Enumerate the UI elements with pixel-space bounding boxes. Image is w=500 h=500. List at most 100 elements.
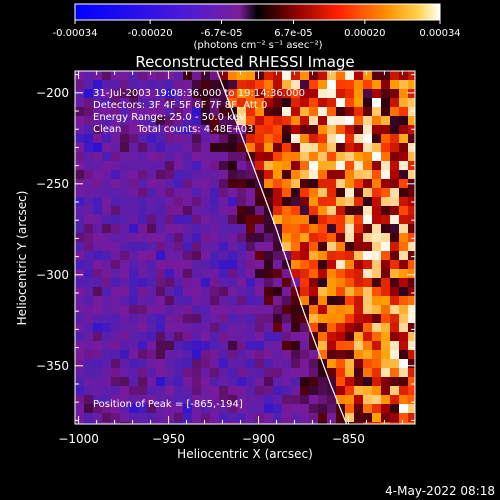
heatmap-cell [255,242,265,252]
heatmap-cell [390,80,400,90]
heatmap-cell [291,377,301,387]
heatmap-cell [381,233,391,243]
heatmap-cell [120,305,130,315]
heatmap-cell [93,206,103,216]
heatmap-cell [111,116,121,126]
heatmap-cell [318,368,328,378]
annotation-energy: Energy Range: 25.0 - 50.0 keV [93,112,246,123]
heatmap-cell [390,404,400,414]
heatmap-cell [129,215,139,225]
heatmap-cell [165,206,175,216]
heatmap-cell [390,161,400,171]
heatmap-cell [246,422,256,424]
heatmap-cell [174,368,184,378]
heatmap-cell [219,152,229,162]
heatmap-cell [390,98,400,108]
heatmap-cell [84,278,94,288]
heatmap-cell [327,80,337,90]
heatmap-cell [363,233,373,243]
heatmap-cell [183,287,193,297]
heatmap-cell [165,116,175,126]
heatmap-cell [345,89,355,99]
heatmap-cell [147,368,157,378]
heatmap-cell [264,368,274,378]
heatmap-cell [399,161,409,171]
heatmap-cell [93,107,103,117]
heatmap-cell [138,152,148,162]
heatmap-cell [201,359,211,369]
heatmap-cell [228,242,238,252]
heatmap-cell [273,71,283,81]
heatmap-cell [147,314,157,324]
heatmap-cell [147,305,157,315]
solar-limb-line [216,71,348,424]
heatmap-cell [201,125,211,135]
heatmap-cell [399,206,409,216]
heatmap-cell [228,413,238,423]
heatmap-cell [345,269,355,279]
heatmap-cell [309,98,319,108]
heatmap-cell [381,359,391,369]
heatmap-cell [84,350,94,360]
heatmap-cell [300,422,310,424]
heatmap-cell [174,377,184,387]
heatmap-cell [309,368,319,378]
heatmap-cell [165,98,175,108]
heatmap-cell [282,161,292,171]
heatmap-cell [129,314,139,324]
heatmap-cell [273,80,283,90]
heatmap-cell [408,224,415,234]
heatmap-cell [75,413,85,423]
heatmap-cell [291,332,301,342]
y-axis-label: Heliocentric Y (arcsec) [15,191,29,326]
heatmap-cell [408,170,415,180]
heatmap-cell [237,413,247,423]
heatmap-cell [156,269,166,279]
heatmap-cell [255,386,265,396]
heatmap-cell [300,206,310,216]
heatmap-cell [165,224,175,234]
heatmap-cell [147,404,157,414]
heatmap-cell [165,278,175,288]
heatmap-cell [381,278,391,288]
heatmap-cell [174,125,184,135]
heatmap-cell [336,305,346,315]
heatmap-cell [75,359,85,369]
heatmap-cell [327,71,337,81]
heatmap-cell [381,323,391,333]
heatmap-cell [372,179,382,189]
heatmap-cell [327,296,337,306]
y-tick-label: −200 [36,86,69,100]
heatmap-cell [138,305,148,315]
heatmap-cell [84,296,94,306]
heatmap-cell [192,89,202,99]
heatmap-cell [84,260,94,270]
heatmap-cell [111,359,121,369]
heatmap-cell [147,323,157,333]
heatmap-cell [246,395,256,405]
heatmap-cell [300,179,310,189]
heatmap-cell [228,80,238,90]
heatmap-cell [291,161,301,171]
heatmap-cell [174,179,184,189]
heatmap-cell [138,134,148,144]
heatmap-cell [372,143,382,153]
heatmap-cell [165,413,175,423]
heatmap-cell [354,152,364,162]
heatmap-cell [138,224,148,234]
heatmap-cell [93,89,103,99]
heatmap-cell [93,386,103,396]
heatmap-cell [192,215,202,225]
heatmap-cell [372,107,382,117]
heatmap-cell [354,269,364,279]
heatmap-cell [354,368,364,378]
heatmap-cell [237,107,247,117]
heatmap-cell [390,314,400,324]
heatmap-cell [309,251,319,261]
heatmap-cell [102,260,112,270]
heatmap-cell [336,98,346,108]
heatmap-cell [300,413,310,423]
heatmap-cell [165,368,175,378]
heatmap-cell [129,161,139,171]
heatmap-cell [75,350,85,360]
